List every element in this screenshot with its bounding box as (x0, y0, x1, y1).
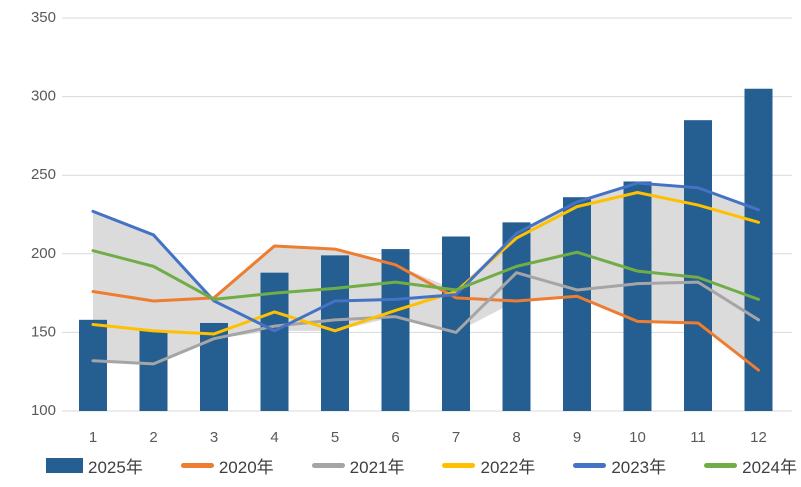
legend-label: 2022年 (480, 458, 536, 477)
x-axis-tick-label: 11 (690, 429, 706, 446)
line-series-2021年 (91, 271, 760, 366)
legend-item-2022年: 2022年 (442, 453, 535, 478)
x-axis-tick-label: 10 (629, 429, 646, 446)
y-axis-tick-label: 150 (31, 323, 56, 340)
y-axis-tick-label: 200 (31, 245, 56, 262)
x-axis-tick-label: 8 (512, 429, 520, 446)
x-axis-tick-label: 6 (391, 429, 399, 446)
bar-10 (623, 181, 652, 411)
x-axis-tick-label: 4 (270, 429, 278, 446)
x-axis-tick-label: 1 (89, 429, 97, 446)
legend-label: 2021年 (349, 458, 405, 477)
legend-item-2020年: 2020年 (180, 453, 274, 478)
x-axis-tick-label: 2 (149, 429, 157, 446)
x-axis-tick-label: 9 (573, 429, 581, 446)
x-axis-tick-label: 12 (750, 429, 767, 446)
legend-item-2024年: 2024年 (704, 453, 797, 478)
line-series-2023年 (91, 181, 760, 333)
legend-label: 2025年 (88, 458, 143, 477)
legend-item-2023年: 2023年 (573, 453, 666, 478)
bar-8 (502, 222, 531, 411)
y-axis-tick-label: 250 (31, 166, 56, 183)
bar-6 (381, 249, 410, 411)
y-axis-tick-label: 100 (31, 402, 56, 419)
legend-line-swatch (704, 463, 738, 468)
legend-bar-swatch (46, 458, 83, 473)
x-axis-tick-label: 5 (331, 429, 339, 446)
bar-1 (79, 319, 107, 411)
legend-label: 2024年 (742, 458, 797, 477)
bar-5 (321, 255, 349, 411)
legend-item-2025年: 2025年 (46, 453, 143, 478)
bar-2 (139, 330, 168, 411)
bar-11 (684, 120, 712, 412)
bar-4 (260, 272, 289, 411)
legend-label: 2023年 (611, 458, 667, 477)
legend-line-swatch (311, 463, 345, 468)
bar-12 (744, 88, 773, 412)
legend-line-swatch (180, 463, 214, 468)
x-axis-tick-label: 3 (210, 429, 218, 446)
line-series-2024年 (91, 249, 760, 301)
line-series-2020年 (91, 244, 760, 372)
legend-line-swatch (573, 463, 607, 468)
chart-legend: 2025年 2020年 2021年 2022年 2023年 2024年 (46, 453, 797, 478)
y-axis-tick-label: 350 (31, 9, 56, 26)
line-series-2022年 (91, 190, 760, 336)
legend-line-swatch (442, 463, 476, 468)
bar-9 (563, 197, 591, 411)
y-axis-tick-label: 300 (31, 88, 56, 105)
x-axis-tick-label: 7 (452, 429, 460, 446)
legend-item-2021年: 2021年 (311, 453, 405, 478)
legend-label: 2020年 (218, 458, 274, 477)
